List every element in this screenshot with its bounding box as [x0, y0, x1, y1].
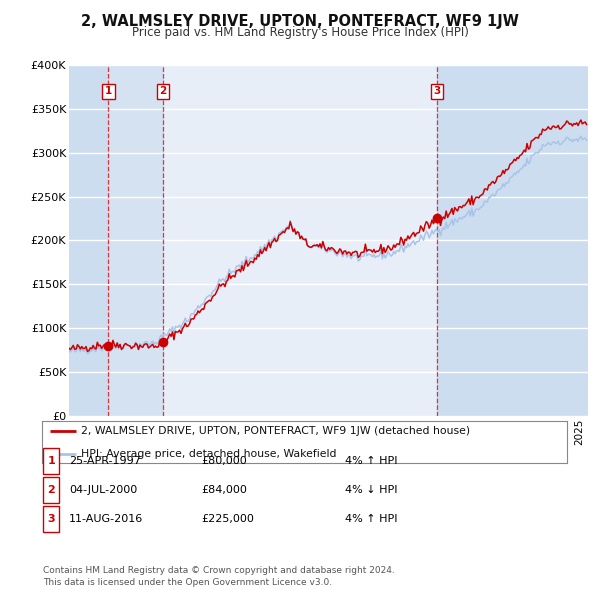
- Text: 1: 1: [47, 456, 55, 466]
- Text: 2: 2: [159, 86, 166, 96]
- Text: 1: 1: [105, 86, 112, 96]
- Text: 4% ↑ HPI: 4% ↑ HPI: [345, 456, 398, 466]
- Text: 4% ↓ HPI: 4% ↓ HPI: [345, 485, 398, 495]
- Text: 25-APR-1997: 25-APR-1997: [69, 456, 141, 466]
- Bar: [109, 65, 163, 416]
- Text: £84,000: £84,000: [201, 485, 247, 495]
- Bar: [69, 65, 109, 416]
- Text: 2: 2: [47, 485, 55, 495]
- Text: 04-JUL-2000: 04-JUL-2000: [69, 485, 137, 495]
- Text: 2, WALMSLEY DRIVE, UPTON, PONTEFRACT, WF9 1JW (detached house): 2, WALMSLEY DRIVE, UPTON, PONTEFRACT, WF…: [82, 427, 470, 436]
- Text: 2, WALMSLEY DRIVE, UPTON, PONTEFRACT, WF9 1JW: 2, WALMSLEY DRIVE, UPTON, PONTEFRACT, WF…: [81, 14, 519, 29]
- Text: 3: 3: [433, 86, 440, 96]
- Text: £225,000: £225,000: [201, 514, 254, 524]
- Bar: [437, 65, 588, 416]
- Text: 11-AUG-2016: 11-AUG-2016: [69, 514, 143, 524]
- Text: Contains HM Land Registry data © Crown copyright and database right 2024.
This d: Contains HM Land Registry data © Crown c…: [43, 566, 395, 587]
- Text: £80,000: £80,000: [201, 456, 247, 466]
- Text: HPI: Average price, detached house, Wakefield: HPI: Average price, detached house, Wake…: [82, 449, 337, 459]
- Text: 3: 3: [47, 514, 55, 524]
- Text: 4% ↑ HPI: 4% ↑ HPI: [345, 514, 398, 524]
- Text: Price paid vs. HM Land Registry's House Price Index (HPI): Price paid vs. HM Land Registry's House …: [131, 26, 469, 39]
